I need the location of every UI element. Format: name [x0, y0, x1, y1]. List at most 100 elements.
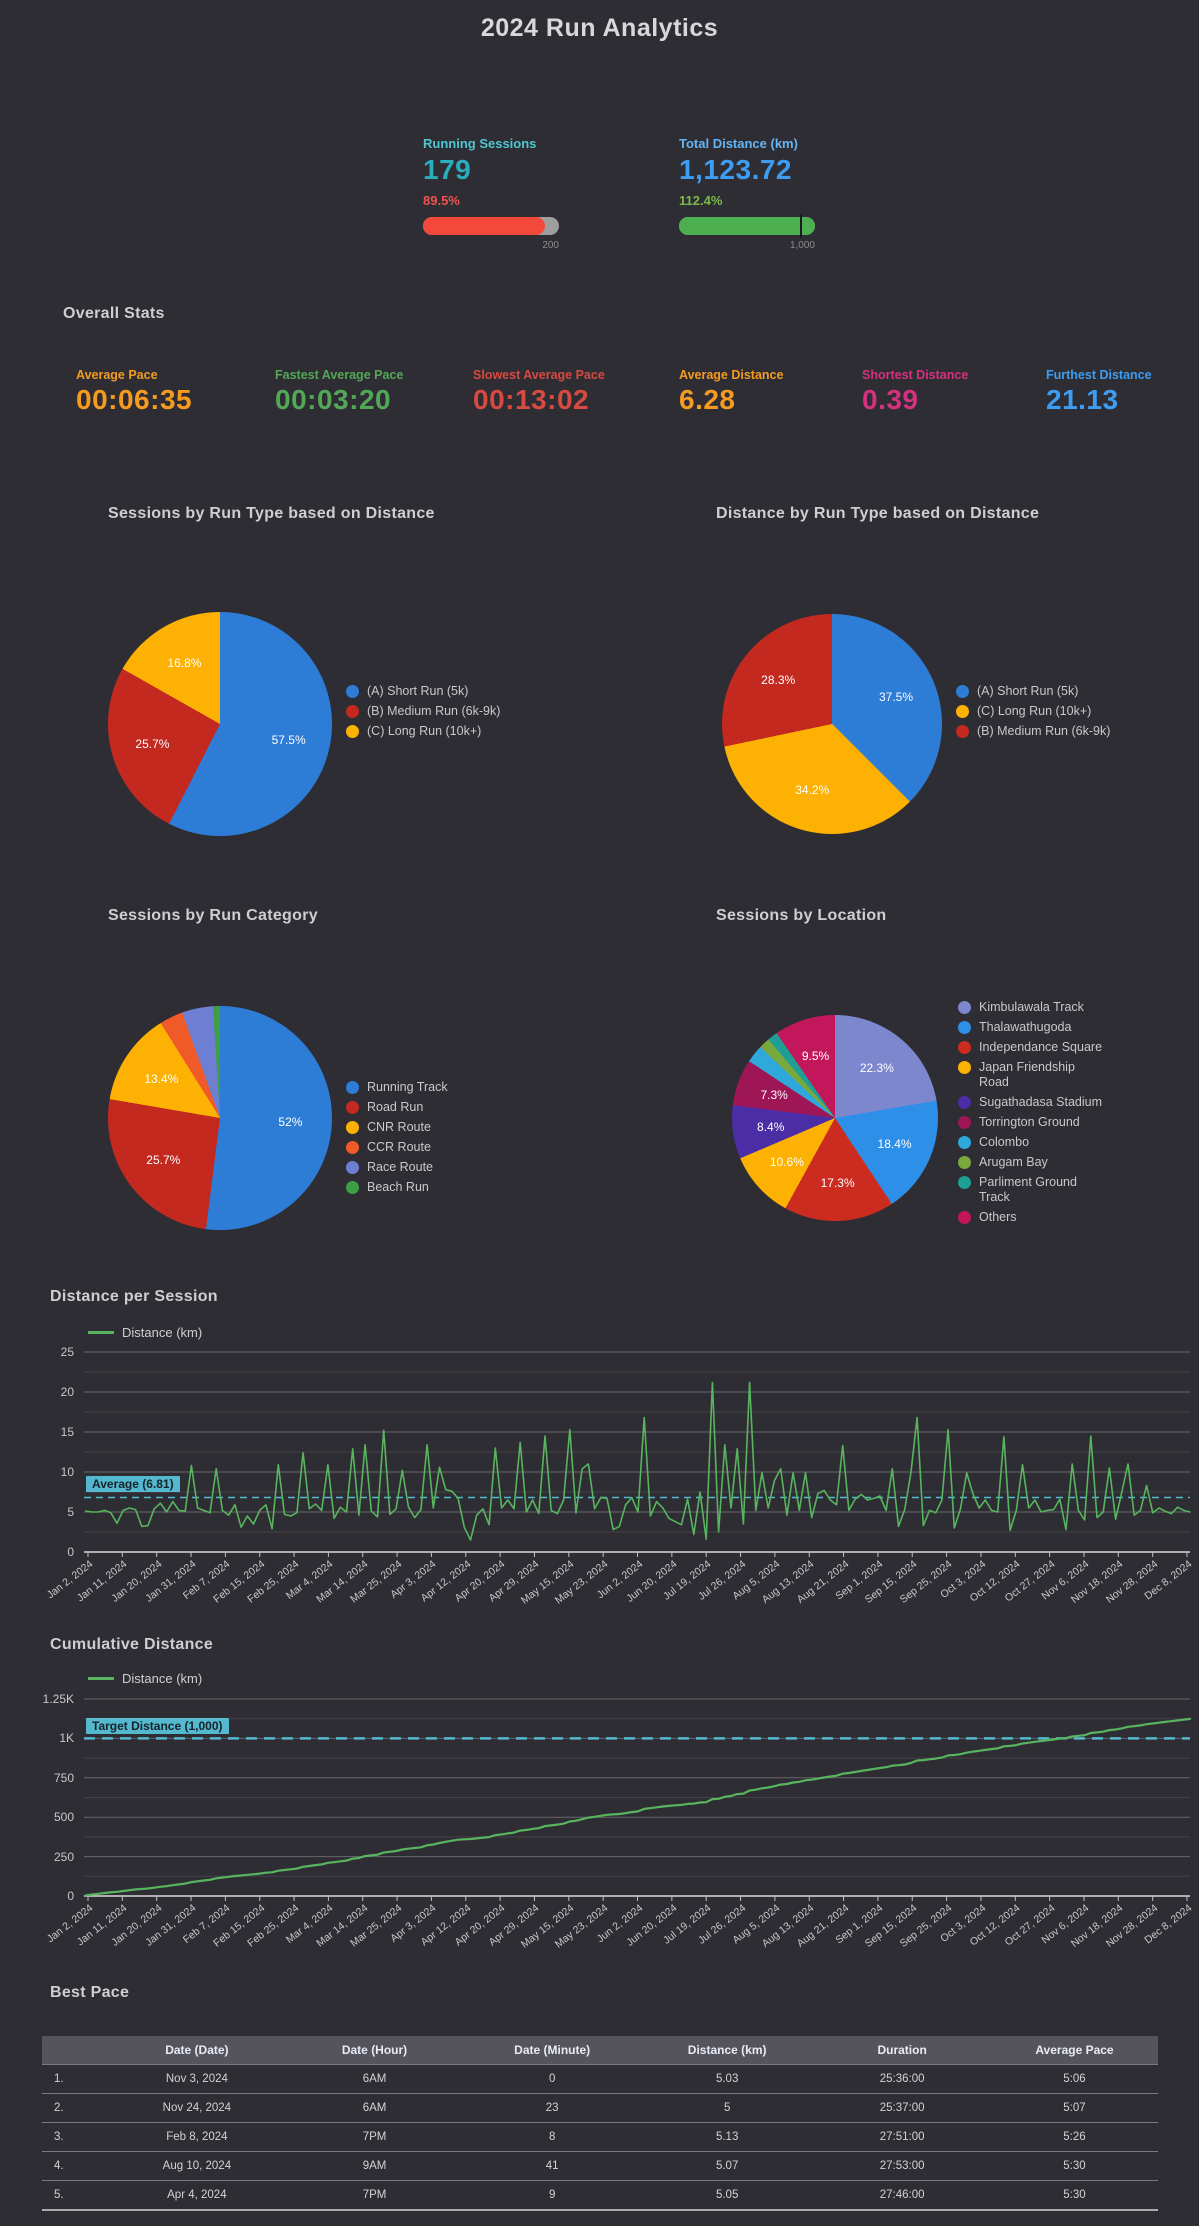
page-title: 2024 Run Analytics [480, 14, 719, 42]
legend-label: (B) Medium Run (6k-9k) [367, 704, 501, 718]
legend-swatch-icon [958, 1136, 971, 1149]
legend-label: Kimbulawala Track [979, 1000, 1084, 1014]
pie-percent-label: 37.5% [879, 690, 914, 705]
legend-item[interactable]: Beach Run [346, 1180, 501, 1195]
stat-value: 00:03:20 [275, 384, 392, 415]
pie-title-sessions-by-location: Sessions by Location [716, 907, 887, 924]
legend-item[interactable]: (B) Medium Run (6k-9k) [956, 724, 1141, 739]
table-cell: 23 [463, 2093, 641, 2123]
stat-value: 00:13:02 [473, 384, 590, 415]
table-cell: 41 [463, 2151, 641, 2181]
kpi-value: 179 [423, 154, 472, 185]
legend-label: Race Route [367, 1160, 434, 1174]
stat-label: Shortest Distance [862, 368, 969, 382]
stat-card: Average Distance 6.28 [679, 368, 783, 416]
stat-card: Furthest Distance 21.13 [1046, 368, 1152, 416]
legend-item[interactable]: (C) Long Run (10k+) [346, 724, 526, 739]
column-header[interactable]: Average Pace [990, 2036, 1158, 2065]
legend-label: (B) Medium Run (6k-9k) [977, 724, 1111, 738]
y-axis-label: 1.25K [42, 1692, 74, 1706]
kpi-progress-fill [423, 217, 545, 235]
legend-item[interactable]: Independance Square [958, 1040, 1108, 1055]
column-header[interactable]: Date (Date) [108, 2036, 286, 2065]
table-header-row: Date (Date) Date (Hour) Date (Minute) Dista… [42, 2036, 1158, 2065]
kpi-progress-bar [423, 217, 559, 235]
table-cell: 27:53:00 [813, 2151, 991, 2181]
legend-item[interactable]: Sugathadasa Stadium [958, 1095, 1108, 1110]
column-header[interactable] [42, 2036, 109, 2065]
legend-label: Japan Friendship Road [979, 1060, 1075, 1089]
legend-item[interactable]: (C) Long Run (10k+) [956, 704, 1141, 719]
legend-line-swatch [88, 1331, 114, 1334]
y-axis-label: 750 [53, 1770, 74, 1785]
table-header: Date (Date) Date (Hour) Date (Minute) Dista… [42, 2036, 1158, 2065]
legend-label: CCR Route [367, 1140, 431, 1154]
legend-item[interactable]: (B) Medium Run (6k-9k) [346, 704, 526, 719]
table-cell: 4. [42, 2151, 109, 2181]
column-header[interactable]: Distance (km) [640, 2036, 814, 2065]
y-axis-label: 20 [60, 1385, 74, 1399]
legend-item[interactable]: Torrington Ground [958, 1115, 1108, 1130]
stat-value: 21.13 [1046, 384, 1119, 415]
table-cell: 5:07 [990, 2093, 1158, 2123]
table-cell: 7PM [285, 2180, 464, 2210]
legend-swatch-icon [346, 1181, 359, 1194]
pie-sessions-by-category[interactable] [108, 1006, 332, 1230]
table-cell: 25:37:00 [813, 2093, 991, 2123]
y-axis-label: 5 [67, 1505, 74, 1519]
legend-label: Distance (km) [122, 1325, 203, 1340]
legend-swatch-icon [346, 725, 359, 738]
legend-item[interactable]: (A) Short Run (5k) [346, 684, 526, 699]
legend-label: Sugathadasa Stadium [979, 1095, 1103, 1109]
legend-item[interactable]: Others [958, 1210, 1108, 1225]
overall-stats-heading: Overall Stats [63, 305, 165, 322]
line-distance-per-session[interactable] [80, 1344, 1193, 1558]
column-header[interactable]: Date (Minute) [463, 2036, 641, 2065]
legend-swatch-icon [346, 705, 359, 718]
legend-item[interactable]: (A) Short Run (5k) [956, 684, 1141, 699]
legend-item[interactable]: Thalawathugoda [958, 1020, 1108, 1035]
legend-item[interactable]: Japan Friendship Road [958, 1060, 1108, 1090]
legend-label: CNR Route [367, 1120, 431, 1134]
legend-swatch-icon [956, 685, 969, 698]
legend-item[interactable]: CCR Route [346, 1140, 501, 1155]
legend-item[interactable]: Colombo [958, 1135, 1108, 1150]
table-cell: 5.07 [640, 2151, 814, 2181]
table-cell: Nov 24, 2024 [108, 2093, 286, 2123]
column-header[interactable]: Duration [813, 2036, 991, 2065]
legend-item[interactable]: Running Track [346, 1080, 501, 1095]
legend-item[interactable]: Kimbulawala Track [958, 1000, 1108, 1015]
legend-label: Beach Run [367, 1180, 429, 1194]
table-cell: 9 [463, 2180, 641, 2210]
pie-percent-label: 28.3% [761, 673, 796, 688]
column-header[interactable]: Date (Hour) [285, 2036, 464, 2065]
kpi-running-sessions: Running Sessions 179 89.5% 200 [423, 136, 559, 251]
kpi-target-label: 1,000 [789, 240, 815, 251]
legend-item[interactable]: Arugam Bay [958, 1155, 1108, 1170]
y-axis-label: 25 [60, 1345, 74, 1359]
pie-sessions-by-run-type-legend: (A) Short Run (5k) (B) Medium Run (6k-9k)… [346, 684, 526, 744]
y-axis-label: 250 [53, 1849, 74, 1864]
pie-distance-by-run-type[interactable] [722, 614, 942, 834]
pie-sessions-by-location[interactable] [732, 1015, 938, 1221]
overall-stats-row: Average Pace 00:06:35 Fastest Average Pace… [76, 368, 1176, 428]
pie-percent-label: 7.3% [760, 1088, 788, 1103]
legend-label: Running Track [367, 1080, 448, 1094]
kpi-percent: 112.4% [679, 193, 723, 208]
pie-percent-label: 8.4% [757, 1119, 785, 1134]
legend-item[interactable]: Parliment Ground Track [958, 1175, 1108, 1205]
legend-item[interactable]: CNR Route [346, 1120, 501, 1135]
legend-item[interactable]: Road Run [346, 1100, 501, 1115]
table-cell: 1. [42, 2064, 109, 2094]
stat-card: Average Pace 00:06:35 [76, 368, 192, 416]
target-line-label: Target Distance (1,000) [86, 1718, 229, 1734]
legend-label: (A) Short Run (5k) [367, 684, 469, 698]
y-axis-label: 10 [60, 1465, 74, 1479]
pie-percent-label: 9.5% [801, 1049, 830, 1064]
pie-sessions-by-run-type[interactable] [108, 612, 332, 836]
line-cumulative-distance[interactable] [80, 1695, 1193, 1905]
table-cell: Nov 3, 2024 [108, 2064, 286, 2094]
legend-item[interactable]: Race Route [346, 1160, 501, 1175]
pie-percent-label: 18.4% [877, 1136, 912, 1151]
kpi-value: 1,123.72 [679, 154, 792, 185]
